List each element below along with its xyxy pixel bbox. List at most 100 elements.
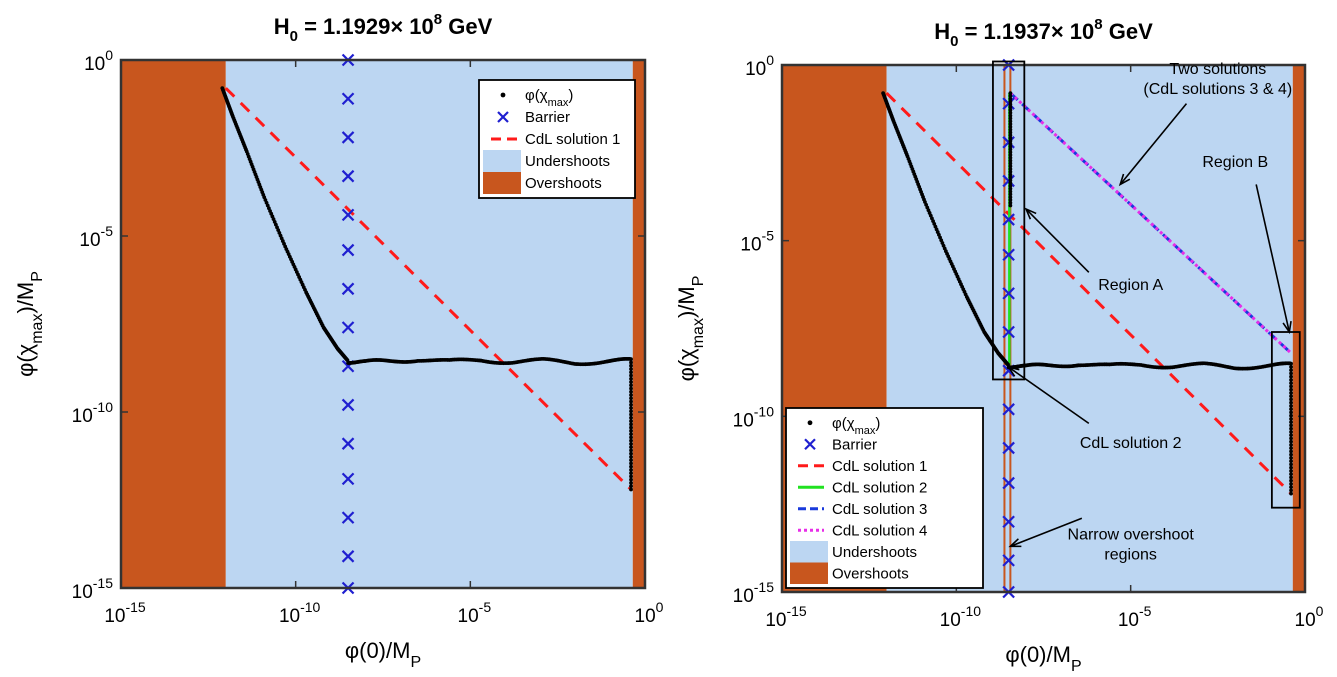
phi-point [629,419,633,423]
annotation-text: Narrow overshoot regions [1068,526,1195,563]
phi-point [1008,113,1013,118]
barrier-marker [1002,554,1015,567]
phi-point [1289,475,1293,480]
phi-point [1008,127,1013,132]
cdl1-line [885,92,1293,495]
barrier-stroke [341,550,355,563]
barrier-marker [341,208,355,222]
barrier-stroke [1002,325,1015,339]
x-tick-label: 10-5 [458,599,492,627]
legend-item-cdl2: CdL solution 2 [798,479,927,496]
phi-point [1289,368,1293,373]
annotation: Region B [1202,154,1292,335]
legend-label: Undershoots [832,544,917,561]
phi-point [1289,455,1293,460]
axes-frame [780,63,1307,594]
phi-point [1289,416,1293,421]
phi-point [1008,155,1013,160]
annotation-arrow [1010,517,1083,548]
phi-point [629,367,633,371]
phi-point [1008,122,1013,126]
barrier-marker [1002,136,1015,149]
phi-point [629,376,633,381]
phi-point [629,461,633,466]
phi-point [1289,452,1293,457]
x-axis-label: φ(0)/MP [345,638,421,671]
phi-point [629,360,633,365]
barrier-marker [1002,403,1015,416]
legend-label: Barrier [525,109,570,126]
legend: φ(χmax)Barrier CdL solution 1 CdL solution… [785,407,984,589]
phi-point [1289,397,1293,402]
phi-point [1008,192,1013,197]
phi-point [629,464,633,469]
phi-point [1289,449,1293,454]
legend-item-barrier: Barrier [497,109,570,126]
y-tick-label: 10-5 [79,223,113,251]
barrier-stroke [341,511,355,524]
phi-point [1289,413,1293,418]
legend-barrier-marker [497,111,509,123]
phi-point [1008,195,1013,200]
phi-point [629,474,633,479]
cdl4-line [1009,92,1293,355]
barrier-stroke [1002,441,1015,455]
phi-point [1289,459,1293,464]
phi-point [1289,436,1293,441]
annotation-text: Region A [1098,277,1163,294]
annotation-text: Two solutions (CdL solutions 3 & 4) [1143,61,1292,98]
phi-point [1289,374,1293,379]
chart-right: 10-15 10-10 10-5 100 10-15 10-10 10-5 100 H0 = 1… [674,16,1324,675]
barrier-marker [341,472,355,486]
phi-point [629,432,633,436]
legend-swatch [483,172,521,194]
legend-label: Overshoots [525,175,602,192]
phi-point [629,373,633,378]
phi-point [629,428,633,433]
phi-point [629,370,633,375]
phi-point [629,458,633,463]
region-box [1270,331,1301,509]
y-tick-label: 10-5 [740,228,774,256]
phi-point [1289,381,1293,386]
barrier-stroke [341,437,355,450]
x-tick-label: 10-10 [940,603,982,631]
phi-point [629,383,633,388]
y-tick-label: 10-15 [72,575,114,603]
legend-item-undershoot: Undershoots [790,541,917,563]
y-axis-label: φ(χmax)/MP [13,271,46,377]
barrier-stroke [1002,554,1015,567]
legend-label: Undershoots [525,153,610,170]
phi-point [629,438,633,443]
legend-label: CdL solution 2 [832,479,927,496]
phi-point [1289,407,1293,412]
phi-point [1289,420,1293,425]
x-tick-label: 10-5 [1118,603,1152,631]
annotation-text: Region B [1202,154,1268,171]
legend-item-phi: φ(χmax) [807,415,880,437]
phi-point [1008,167,1013,171]
phi-point [1289,465,1293,470]
annotation-arrowhead [1118,173,1131,187]
x-tick-label: 100 [1295,603,1324,631]
barrier-stroke [341,92,355,105]
phi-point [1008,116,1013,121]
annotation-arrowhead [1024,207,1037,220]
barrier-marker [341,321,355,334]
phi-point [1008,175,1013,180]
phi-point [1008,153,1013,157]
barrier-stroke [341,321,355,334]
phi-point [1289,446,1293,451]
phi-point [629,445,633,450]
phi-point [1008,91,1013,96]
phi-point [629,380,633,384]
x-tick-label: 10-15 [104,599,146,627]
phi-point [1008,178,1013,183]
phi-point [1008,119,1013,124]
phi-point [1289,364,1293,369]
phi-point [1008,200,1013,205]
phi-point [629,484,633,489]
phi-point [629,481,633,485]
phi-point [629,396,633,401]
